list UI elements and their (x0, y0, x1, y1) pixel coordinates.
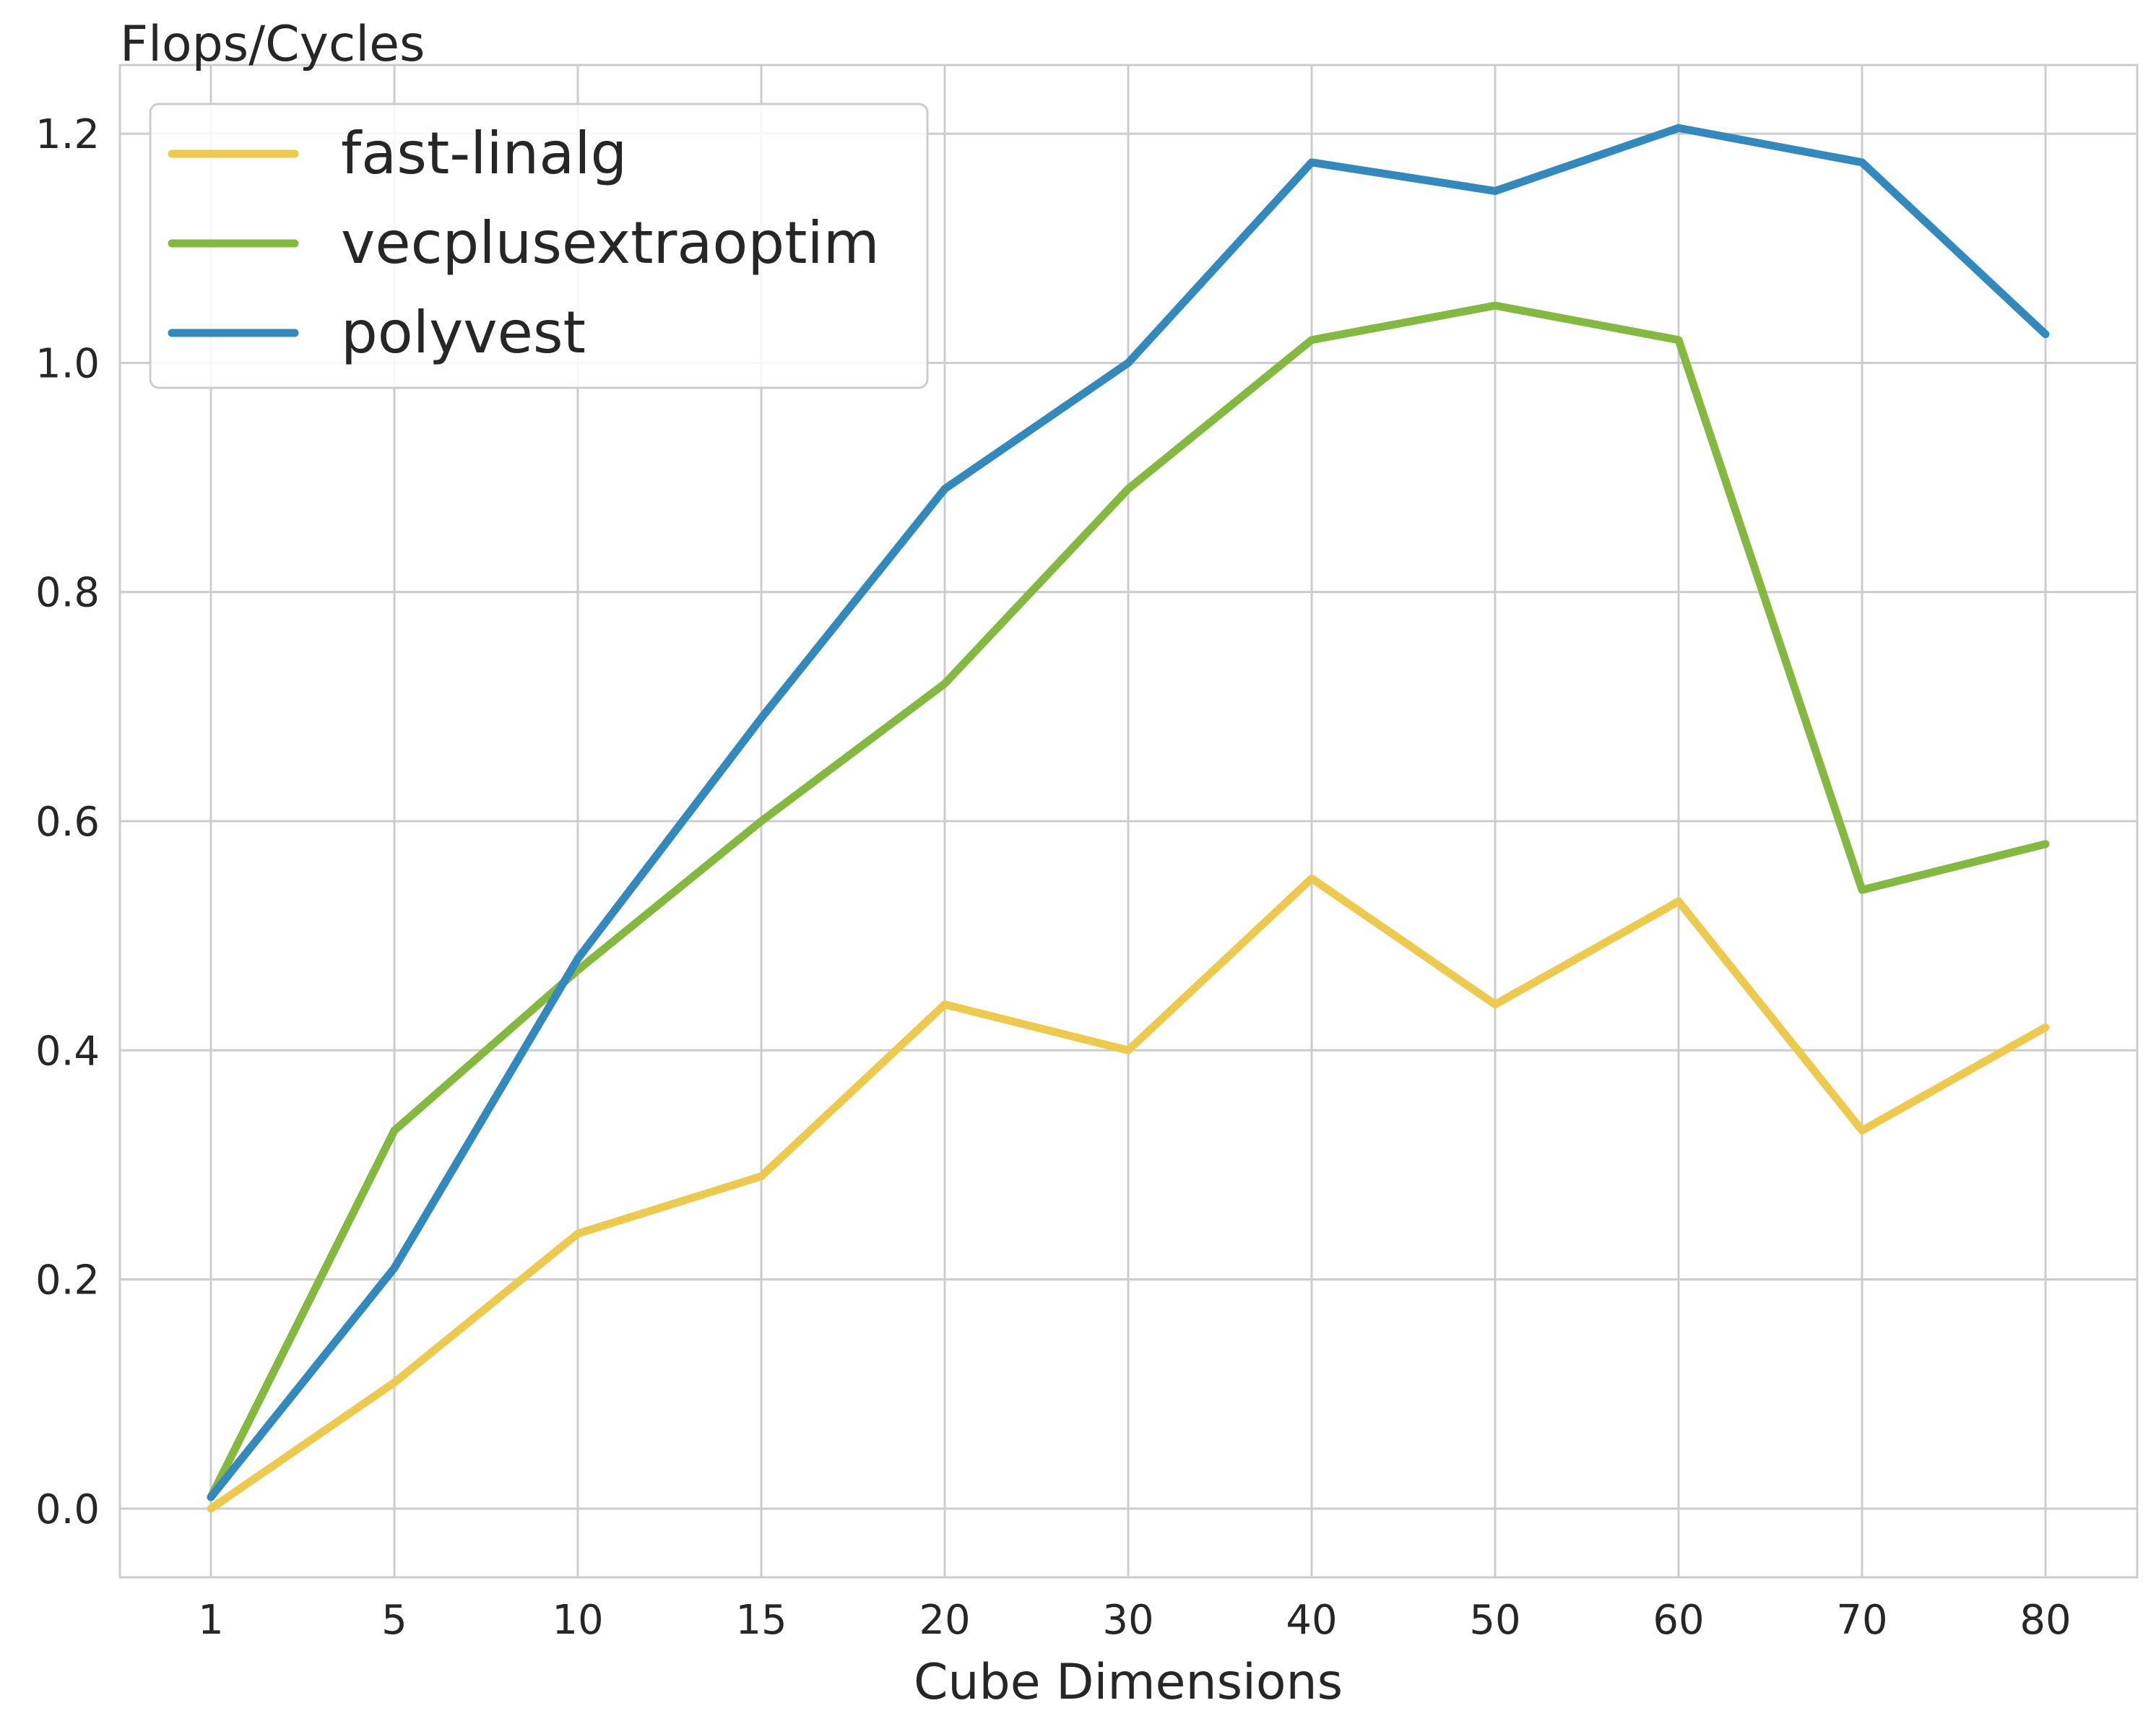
y-tick-label: 0.6 (35, 799, 100, 846)
x-tick-label: 10 (552, 1597, 603, 1644)
series-line-polyvest (207, 124, 2050, 1502)
y-tick-label: 0.0 (35, 1486, 100, 1533)
x-tick-label: 30 (1102, 1597, 1153, 1644)
x-tick-label: 50 (1469, 1597, 1520, 1644)
series-line-vecplusextraoptim (207, 301, 2050, 1502)
grid (120, 65, 2137, 1577)
legend-label-polyvest: polyvest (341, 299, 586, 366)
y-tick-label: 1.0 (35, 340, 100, 387)
x-axis-label: Cube Dimensions (914, 1654, 1343, 1711)
legend: fast-linalg vecplusextraoptim polyvest (149, 103, 929, 389)
series-line-fast-linalg (207, 874, 2050, 1513)
x-tick-label: 5 (381, 1597, 407, 1644)
y-tick-label: 0.2 (35, 1257, 100, 1304)
x-tick-label: 15 (735, 1597, 787, 1644)
tick-labels: 1 5 10 15 20 30 40 50 60 70 800.00.20.40.60.81.01.… (35, 111, 2071, 1644)
legend-label-fast-linalg: fast-linalg (341, 120, 627, 187)
y-tick-label: 0.8 (35, 570, 100, 617)
y-tick-label: 1.2 (35, 111, 100, 158)
legend-box (149, 103, 929, 389)
legend-label-vecplusextraoptim: vecplusextraoptim (341, 209, 880, 277)
x-tick-label: 80 (2019, 1597, 2071, 1644)
x-tick-label: 40 (1286, 1597, 1337, 1644)
x-tick-label: 1 (198, 1597, 224, 1644)
series-layer (207, 124, 2050, 1513)
y-axis-label: Flops/Cycles (120, 16, 425, 73)
y-tick-label: 0.4 (35, 1028, 100, 1075)
x-tick-label: 70 (1836, 1597, 1887, 1644)
x-tick-label: 60 (1653, 1597, 1704, 1644)
x-tick-label: 20 (919, 1597, 970, 1644)
